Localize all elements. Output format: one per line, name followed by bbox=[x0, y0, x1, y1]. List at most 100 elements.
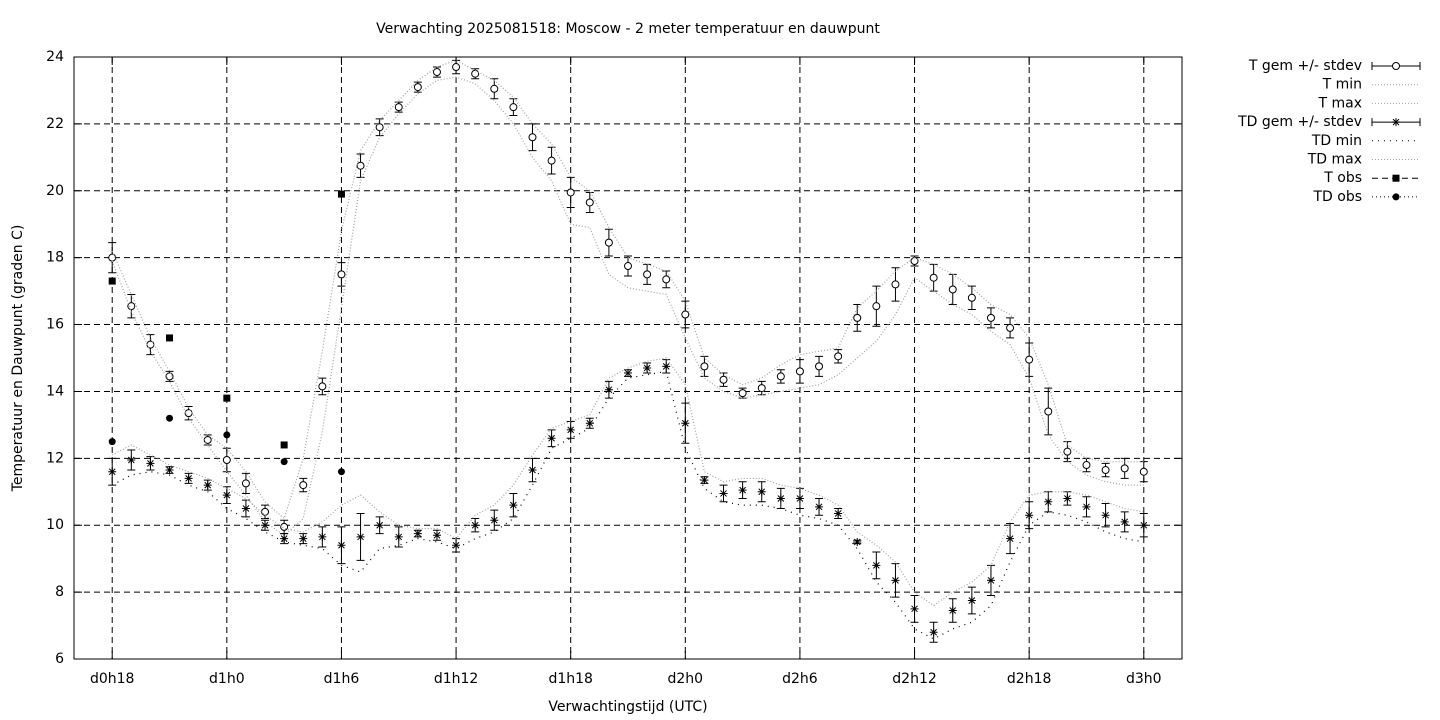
point bbox=[337, 541, 346, 550]
point bbox=[585, 198, 594, 207]
point bbox=[1044, 497, 1053, 506]
point bbox=[776, 494, 785, 503]
point bbox=[948, 606, 957, 615]
point bbox=[929, 628, 938, 637]
point bbox=[146, 459, 155, 468]
point bbox=[241, 479, 250, 488]
x-tick-label: d1h6 bbox=[324, 671, 360, 687]
legend-marker bbox=[1392, 193, 1400, 201]
x-tick-label: d3h0 bbox=[1126, 671, 1162, 687]
point bbox=[413, 83, 422, 92]
point bbox=[757, 384, 766, 393]
point bbox=[566, 188, 575, 197]
point bbox=[280, 441, 288, 449]
point bbox=[108, 277, 116, 285]
point bbox=[719, 375, 728, 384]
legend-swatch bbox=[1371, 118, 1421, 127]
point bbox=[337, 270, 346, 279]
point bbox=[872, 561, 881, 570]
point bbox=[891, 576, 900, 585]
point bbox=[528, 133, 537, 142]
y-tick-label: 18 bbox=[46, 250, 64, 266]
point bbox=[547, 434, 556, 443]
point bbox=[184, 474, 193, 483]
point bbox=[166, 334, 174, 342]
legend-marker bbox=[1392, 174, 1400, 182]
point bbox=[1082, 461, 1091, 470]
point bbox=[547, 156, 556, 165]
point bbox=[585, 419, 594, 428]
legend-label: TD gem +/- stdev bbox=[1237, 114, 1362, 130]
point bbox=[490, 84, 499, 93]
point bbox=[394, 103, 403, 112]
point bbox=[490, 516, 499, 525]
point bbox=[967, 596, 976, 605]
point bbox=[299, 534, 308, 543]
y-tick-label: 20 bbox=[46, 183, 64, 199]
point bbox=[776, 372, 785, 381]
point bbox=[948, 285, 957, 294]
point bbox=[604, 385, 613, 394]
point bbox=[165, 372, 174, 381]
point bbox=[834, 509, 843, 518]
y-tick-label: 10 bbox=[46, 517, 64, 533]
x-tick-label: d2h6 bbox=[782, 671, 818, 687]
y-tick-label: 16 bbox=[46, 317, 64, 333]
point bbox=[337, 190, 345, 198]
point bbox=[203, 481, 212, 490]
point bbox=[165, 466, 174, 475]
point bbox=[166, 414, 174, 422]
x-tick-label: d1h18 bbox=[548, 671, 592, 687]
y-axis-label: Temperatuur en Dauwpunt (graden C) bbox=[10, 225, 26, 493]
point bbox=[891, 280, 900, 289]
x-tick-label: d2h18 bbox=[1007, 671, 1051, 687]
point bbox=[872, 302, 881, 311]
point bbox=[280, 458, 288, 466]
legend-label: TD max bbox=[1307, 152, 1362, 168]
point bbox=[509, 103, 518, 112]
point bbox=[452, 63, 461, 72]
point bbox=[222, 491, 231, 500]
legend-label: T max bbox=[1317, 95, 1362, 111]
point bbox=[222, 456, 231, 465]
y-tick-label: 22 bbox=[46, 116, 64, 132]
point bbox=[566, 425, 575, 434]
x-tick-label: d1h12 bbox=[434, 671, 478, 687]
x-axis-label: Verwachtingstijd (UTC) bbox=[548, 699, 707, 715]
point bbox=[280, 534, 289, 543]
point bbox=[223, 431, 231, 439]
x-tick-label: d1h0 bbox=[209, 671, 245, 687]
point bbox=[1139, 521, 1148, 530]
point bbox=[337, 468, 345, 476]
point bbox=[681, 310, 690, 319]
point bbox=[719, 489, 728, 498]
point bbox=[1025, 511, 1034, 520]
point bbox=[1044, 407, 1053, 416]
legend-label: T obs bbox=[1323, 170, 1362, 186]
point bbox=[853, 313, 862, 322]
point bbox=[471, 69, 480, 78]
plot-frame bbox=[73, 56, 1183, 660]
point bbox=[375, 123, 384, 132]
point bbox=[471, 521, 480, 530]
point bbox=[1082, 502, 1091, 511]
point bbox=[662, 362, 671, 371]
series-line bbox=[111, 357, 1144, 607]
point bbox=[834, 352, 843, 361]
point bbox=[815, 502, 824, 511]
point bbox=[452, 541, 461, 550]
point bbox=[910, 257, 919, 266]
y-tick-label: 8 bbox=[55, 584, 64, 600]
point bbox=[241, 504, 250, 513]
point bbox=[1139, 467, 1148, 476]
point bbox=[299, 481, 308, 490]
point bbox=[1063, 494, 1072, 503]
y-tick-label: 14 bbox=[46, 383, 64, 399]
point bbox=[986, 313, 995, 322]
x-tick-label: d0h18 bbox=[90, 671, 134, 687]
point bbox=[681, 419, 690, 428]
point bbox=[662, 275, 671, 284]
point bbox=[1025, 355, 1034, 364]
point bbox=[1120, 464, 1129, 473]
point bbox=[356, 532, 365, 541]
